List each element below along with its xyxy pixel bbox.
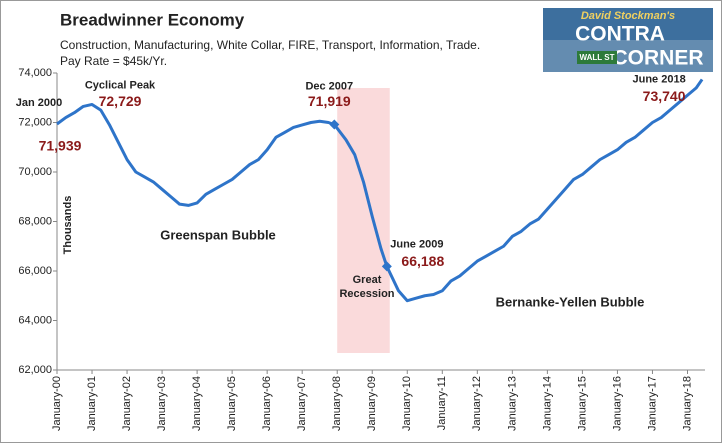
x-tick-label: January-11 — [436, 376, 448, 430]
note: Greenspan Bubble — [160, 227, 276, 242]
logo-sign-text: WALL ST — [580, 53, 615, 62]
note: Bernanke-Yellen Bubble — [496, 294, 645, 309]
x-tick-label: January-15 — [576, 376, 588, 431]
logo-line: David Stockman's — [581, 10, 675, 22]
x-tick-label: January-17 — [646, 376, 658, 431]
x-tick-label: January-13 — [506, 376, 518, 431]
y-tick-label: 72,000 — [18, 116, 52, 128]
x-tick-label: January-05 — [226, 376, 238, 431]
x-tick-label: January-02 — [121, 376, 133, 431]
x-tick-label: January-09 — [366, 376, 378, 431]
logo-band — [543, 40, 713, 72]
x-tick-label: January-16 — [611, 376, 623, 431]
point-marker — [329, 119, 340, 130]
y-tick-label: 62,000 — [18, 364, 52, 376]
x-tick-label: January-01 — [86, 376, 98, 431]
y-tick-label: 70,000 — [18, 166, 52, 178]
annotation-label: Dec 2007 — [305, 80, 353, 92]
subtitle: Pay Rate = $45k/Yr. — [60, 54, 167, 68]
y-axis-label: Thousands — [62, 196, 74, 255]
recession-shade — [337, 88, 390, 353]
logo: David Stockman's CONTRA CORNER WALL ST — [543, 8, 713, 72]
x-tick-label: January-07 — [296, 376, 308, 431]
x-tick-label: January-08 — [331, 376, 343, 431]
annotation-value: 73,740 — [643, 88, 686, 104]
x-tick-label: January-12 — [471, 376, 483, 431]
annotation-value: 72,729 — [99, 93, 142, 109]
annotation-value: 66,188 — [401, 253, 444, 269]
logo-line: CORNER — [612, 47, 703, 70]
annotation-label: June 2018 — [632, 73, 685, 85]
annotation-label: June 2009 — [390, 238, 443, 250]
x-tick-label: January-03 — [156, 376, 168, 431]
x-tick-label: January-18 — [681, 376, 693, 431]
note: Recession — [339, 288, 394, 300]
y-tick-label: 64,000 — [18, 314, 52, 326]
annotation-value: 71,939 — [39, 138, 82, 154]
data-line — [56, 78, 704, 303]
x-tick-label: January-10 — [401, 376, 413, 431]
x-tick-label: January-04 — [191, 376, 203, 431]
y-tick-label: 68,000 — [18, 215, 52, 227]
annotation-label: Cyclical Peak — [85, 79, 156, 91]
x-tick-label: January-14 — [541, 376, 553, 431]
y-tick-label: 74,000 — [18, 67, 52, 79]
logo-line: CONTRA — [575, 23, 665, 46]
point-marker — [381, 261, 392, 272]
note: Great — [353, 274, 382, 286]
x-tick-label: January-00 — [51, 376, 63, 431]
x-tick-label: January-06 — [261, 376, 273, 431]
annotation-label: Jan 2000 — [16, 97, 62, 109]
chart-title: Breadwinner Economy — [60, 10, 245, 29]
logo-sign — [577, 51, 617, 64]
annotation-value: 71,919 — [308, 93, 351, 109]
y-tick-label: 66,000 — [18, 265, 52, 277]
subtitle: Construction, Manufacturing, White Colla… — [60, 38, 480, 52]
